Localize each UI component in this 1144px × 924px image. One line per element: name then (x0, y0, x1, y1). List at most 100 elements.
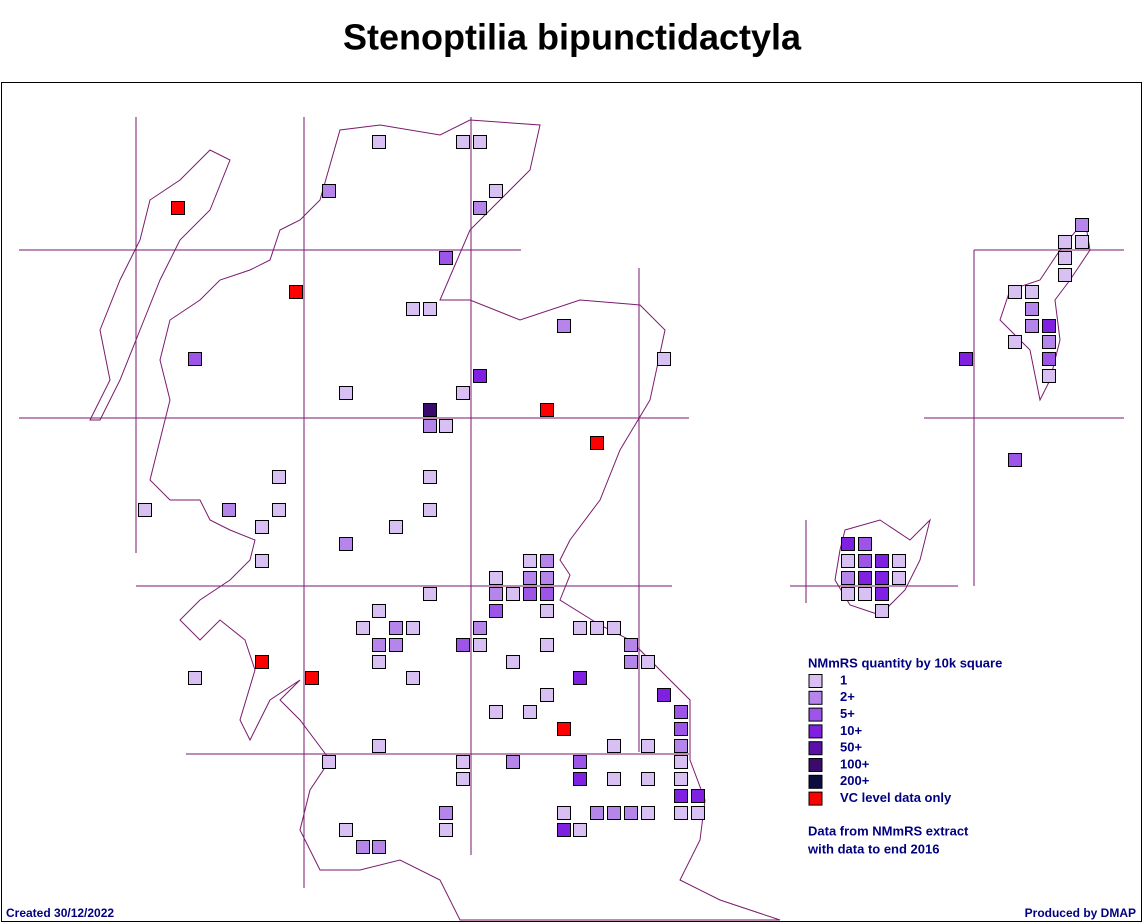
record-square (188, 352, 202, 366)
record-square (573, 823, 587, 837)
record-square (372, 739, 386, 753)
record-square (875, 554, 889, 568)
legend-label: 100+ (840, 756, 870, 771)
record-square (255, 655, 269, 669)
record-square (540, 571, 554, 585)
legend-label: 200+ (840, 773, 870, 788)
record-square (573, 755, 587, 769)
record-square (641, 806, 655, 820)
record-square (439, 419, 453, 433)
record-square (1025, 302, 1039, 316)
record-square (674, 755, 688, 769)
legend-swatch (808, 707, 823, 722)
record-square (456, 386, 470, 400)
record-square (641, 739, 655, 753)
record-square (423, 587, 437, 601)
record-square (590, 621, 604, 635)
legend-title: NMmRS quantity by 10k square (808, 655, 1002, 670)
record-square (1042, 319, 1056, 333)
map-frame (1, 82, 1142, 922)
record-square (372, 638, 386, 652)
record-square (841, 554, 855, 568)
record-square (1008, 453, 1022, 467)
record-square (858, 571, 872, 585)
legend-label: 5+ (840, 706, 855, 721)
record-square (691, 806, 705, 820)
record-square (506, 655, 520, 669)
record-square (389, 621, 403, 635)
producer: Produced by DMAP (1025, 906, 1136, 920)
legend-swatch (808, 741, 823, 756)
record-square (674, 739, 688, 753)
record-square (473, 135, 487, 149)
record-square (372, 604, 386, 618)
legend-swatch (808, 791, 823, 806)
record-square (473, 201, 487, 215)
record-square (841, 587, 855, 601)
record-square (1075, 218, 1089, 232)
record-square (356, 621, 370, 635)
record-square (557, 823, 571, 837)
record-square (188, 671, 202, 685)
record-square (607, 621, 621, 635)
record-square (557, 722, 571, 736)
record-square (506, 587, 520, 601)
record-square (339, 386, 353, 400)
record-square (1058, 268, 1072, 282)
record-square (1008, 335, 1022, 349)
record-square (473, 621, 487, 635)
record-square (590, 806, 604, 820)
record-square (372, 655, 386, 669)
record-square (489, 604, 503, 618)
record-square (841, 571, 855, 585)
record-square (255, 554, 269, 568)
record-square (339, 537, 353, 551)
record-square (423, 470, 437, 484)
record-square (506, 755, 520, 769)
record-square (1042, 369, 1056, 383)
record-square (540, 604, 554, 618)
record-square (339, 823, 353, 837)
squares (138, 135, 1089, 854)
record-square (423, 503, 437, 517)
record-square (875, 604, 889, 618)
legend-swatch (808, 690, 823, 705)
record-square (674, 789, 688, 803)
record-square (540, 638, 554, 652)
legend-label: 1 (840, 672, 847, 687)
record-square (523, 554, 537, 568)
record-square (372, 135, 386, 149)
record-square (489, 184, 503, 198)
record-square (657, 352, 671, 366)
record-square (691, 789, 705, 803)
legend-swatch (808, 758, 823, 772)
created-date: Created 30/12/2022 (6, 906, 114, 920)
record-square (540, 403, 554, 417)
legend-swatch (808, 724, 823, 739)
record-square (439, 823, 453, 837)
legend-label: VC level data only (840, 790, 952, 805)
record-square (255, 520, 269, 534)
record-square (875, 587, 889, 601)
legend: 1 2+ 5+ 10+ 50+100+ 200+ VC level data only (808, 672, 952, 806)
record-square (523, 705, 537, 719)
record-square (858, 537, 872, 551)
legend-swatch (808, 674, 823, 688)
legend-label: 10+ (840, 723, 862, 738)
record-square (289, 285, 303, 299)
record-square (389, 520, 403, 534)
record-square (858, 554, 872, 568)
record-square (473, 369, 487, 383)
record-square (406, 671, 420, 685)
record-square (573, 621, 587, 635)
record-square (540, 688, 554, 702)
record-square (641, 655, 655, 669)
record-square (489, 705, 503, 719)
record-square (858, 587, 872, 601)
note: with data to end 2016 (807, 841, 939, 856)
record-square (674, 772, 688, 786)
record-square (406, 621, 420, 635)
record-square (456, 135, 470, 149)
record-square (557, 806, 571, 820)
record-square (322, 755, 336, 769)
